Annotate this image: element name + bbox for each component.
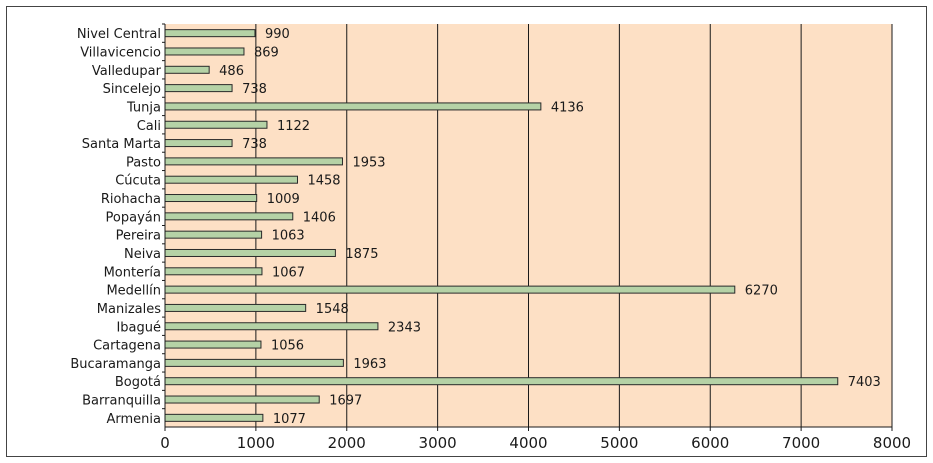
data-label-13: 1067: [272, 265, 305, 280]
bar-8: [164, 175, 298, 184]
bar-9: [164, 194, 258, 203]
bar-3: [164, 84, 233, 93]
bar-17: [164, 340, 262, 349]
category-label-7: Pasto: [126, 155, 161, 170]
category-label-3: Sincelejo: [103, 82, 161, 97]
bar-0: [164, 29, 256, 38]
x-tick-label-6000: 6000: [691, 434, 729, 452]
data-label-19: 7403: [848, 375, 881, 390]
axes: 0 1000 2000 3000 4000 5000 6000 7000 8000: [160, 23, 911, 452]
bar-11: [164, 230, 263, 239]
x-tick-label-5000: 5000: [600, 434, 638, 452]
category-label-6: Santa Marta: [82, 137, 161, 152]
bar-1: [164, 47, 245, 56]
bar-12: [164, 248, 336, 257]
data-label-14: 6270: [745, 284, 778, 299]
bar-15: [164, 303, 307, 312]
category-label-18: Bucaramanga: [70, 357, 161, 372]
bar-7: [164, 157, 343, 166]
category-label-4: Tunja: [126, 100, 161, 115]
category-label-17: Cartagena: [93, 339, 161, 354]
data-label-2: 486: [219, 64, 244, 79]
category-label-9: Riohacha: [101, 192, 161, 207]
x-tick-label-1000: 1000: [237, 434, 275, 452]
bar-19: [164, 377, 839, 386]
x-tick-label-8000: 8000: [873, 434, 911, 452]
category-label-21: Armenia: [107, 412, 162, 427]
bar-2: [164, 65, 210, 74]
bar-20: [164, 395, 320, 404]
data-label-3: 738: [242, 82, 267, 97]
category-label-16: Ibagué: [116, 320, 161, 335]
data-label-21: 1077: [273, 412, 306, 427]
bar-14: [164, 285, 736, 294]
data-label-16: 2343: [388, 320, 421, 335]
x-tick-label-3000: 3000: [419, 434, 457, 452]
data-label-15: 1548: [316, 302, 349, 317]
bar-16: [164, 322, 379, 331]
bars: [164, 29, 839, 422]
category-label-20: Barranquilla: [82, 394, 161, 409]
data-label-17: 1056: [271, 339, 304, 354]
bar-chart: 0 1000 2000 3000 4000 5000 6000 7000 8000 990 Niv…: [70, 23, 911, 452]
bar-5: [164, 120, 268, 129]
bar-6: [164, 139, 233, 148]
data-label-9: 1009: [267, 192, 300, 207]
data-label-1: 869: [254, 45, 279, 60]
data-label-11: 1063: [272, 229, 305, 244]
data-label-6: 738: [242, 137, 267, 152]
data-label-20: 1697: [329, 394, 362, 409]
category-label-10: Popayán: [106, 210, 161, 225]
data-label-0: 990: [265, 27, 290, 42]
bar-18: [164, 358, 344, 367]
chart-frame: 0 1000 2000 3000 4000 5000 6000 7000 8000 990 Niv…: [6, 6, 927, 457]
category-label-19: Bogotá: [115, 375, 161, 390]
x-tick-label-4000: 4000: [509, 434, 547, 452]
data-label-8: 1458: [307, 174, 340, 189]
bar-13: [164, 267, 263, 276]
grid-lines: [255, 24, 893, 427]
data-label-5: 1122: [277, 119, 310, 134]
category-label-8: Cúcuta: [115, 174, 161, 189]
x-tick-label-0: 0: [160, 434, 170, 452]
category-label-0: Nivel Central: [77, 27, 161, 42]
bar-10: [164, 212, 294, 221]
category-label-5: Cali: [137, 119, 161, 134]
bar-21: [164, 413, 264, 422]
data-label-10: 1406: [303, 210, 336, 225]
category-label-12: Neiva: [124, 247, 161, 262]
category-label-14: Medellín: [106, 284, 161, 299]
labels: 990 Nivel Central 869 Villavicencio 486 Valle…: [70, 27, 881, 427]
x-tick-label-2000: 2000: [328, 434, 366, 452]
data-label-4: 4136: [551, 100, 584, 115]
category-label-15: Manizales: [97, 302, 161, 317]
data-label-12: 1875: [345, 247, 378, 262]
category-label-2: Valledupar: [92, 64, 162, 79]
category-label-13: Montería: [104, 265, 161, 280]
data-label-18: 1963: [353, 357, 386, 372]
category-label-11: Pereira: [116, 229, 161, 244]
x-tick-label-7000: 7000: [782, 434, 820, 452]
data-label-7: 1953: [352, 155, 385, 170]
category-label-1: Villavicencio: [80, 45, 161, 60]
bar-4: [164, 102, 542, 111]
